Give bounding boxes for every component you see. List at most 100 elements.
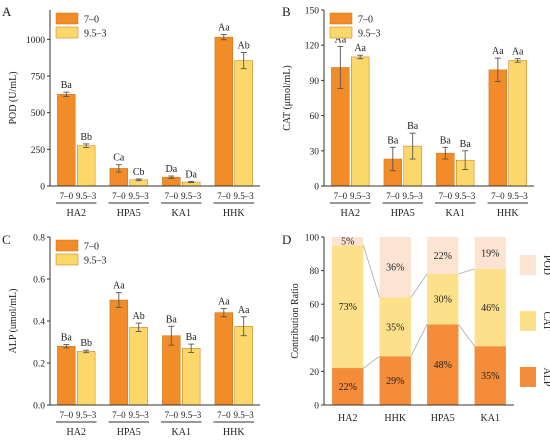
y-tick-label: 0.0 (33, 402, 45, 412)
stack-cat-ha2 (332, 245, 364, 369)
percent-label: 46% (481, 303, 499, 314)
y-tick-label: 0.8 (33, 234, 45, 244)
y-tick-label: 0.4 (33, 318, 45, 328)
significance-label: Bb (80, 338, 92, 349)
bar-hhk-b (234, 60, 253, 187)
y-axis-label: POD (U/mL) (8, 71, 19, 124)
significance-label: Ab (238, 41, 250, 52)
bar-ha2-a (57, 345, 76, 406)
category-label: HA2 (67, 427, 86, 438)
panel-c: C ALP (umol/mL) 0.0 0.2 0.4 0.6 0.8 Ba 7–0 Bb 9.5–… (2, 232, 260, 438)
y-axis-label: ALP (umol/mL) (8, 289, 19, 354)
panel-a: A POD (U/mL) 0 250 500 750 1000 Ba 7–0 Bb 9.5–3 HA2… (2, 4, 260, 219)
stack-cat-ka1 (474, 268, 506, 347)
treatment-label: 9.5–3 (181, 191, 202, 201)
significance-label: Aa (238, 305, 250, 316)
treatment-label: 7–0 (60, 410, 74, 420)
percent-label: 35% (386, 322, 404, 333)
percent-label: 73% (339, 302, 357, 313)
bar-hhk-a (214, 312, 233, 406)
legend-swatch (329, 26, 353, 39)
stack-pod-ha2 (332, 237, 364, 246)
bar-ha2-b (351, 56, 370, 187)
y-tick-label: 40 (310, 334, 320, 344)
y-axis-label: CAT (μmol/mL) (282, 65, 293, 130)
legend-label: 9.5–3 (358, 29, 381, 40)
y-tick-label: 0 (314, 402, 319, 412)
stack-pod-hhk (379, 237, 411, 298)
panel-d: D Contribution Ratio 0 20 40 60 80 100 22% 73% 5% H… (282, 232, 550, 424)
category-label: HA2 (67, 208, 86, 219)
treatment-label: 9.5–3 (76, 410, 97, 420)
y-tick-label: 0 (40, 183, 45, 193)
category-label: HA2 (338, 413, 357, 424)
panel-letter: A (2, 4, 12, 19)
connector-line (458, 268, 475, 275)
legend-swatch (55, 26, 79, 39)
category-label: HPA5 (391, 208, 415, 219)
significance-label: Ba (186, 332, 198, 343)
y-tick-label: 80 (310, 267, 320, 277)
stack-alp-hpa5 (427, 324, 459, 405)
significance-label: Cb (133, 167, 145, 178)
category-label: HPA5 (431, 413, 455, 424)
percent-label: 22% (339, 382, 357, 393)
treatment-label: 9.5–3 (76, 191, 97, 201)
category-label: KA1 (172, 427, 191, 438)
legend-swatch (329, 12, 353, 25)
legend-label: ALP (541, 368, 550, 387)
significance-label: Aa (334, 34, 346, 45)
y-tick-label: 120 (305, 42, 320, 52)
significance-label: Ba (387, 135, 399, 146)
panel-b: B CAT (μmol/mL) 0 30 60 90 120 150 Aa 7–0 Aa 9.5–3 H… (282, 4, 534, 219)
category-label: HHK (223, 427, 245, 438)
connector-line (363, 355, 380, 369)
percent-label: 5% (341, 237, 354, 248)
y-tick-label: 100 (305, 234, 320, 244)
panel-letter: D (282, 232, 291, 247)
y-tick-label: 60 (310, 112, 320, 122)
y-tick-label: 150 (305, 7, 320, 17)
significance-label: Ba (61, 333, 73, 344)
treatment-label: 7–0 (217, 191, 231, 201)
treatment-label: 9.5–3 (234, 191, 255, 201)
y-tick-label: 250 (31, 146, 46, 156)
y-tick-label: 750 (31, 73, 46, 83)
treatment-label: 7–0 (439, 191, 453, 201)
significance-label: Ca (113, 153, 125, 164)
significance-label: Aa (354, 43, 366, 54)
y-tick-label: 20 (310, 368, 320, 378)
connector-line (458, 324, 475, 347)
significance-label: Bb (80, 132, 92, 143)
stack-pod-ka1 (474, 237, 506, 269)
treatment-label: 9.5–3 (234, 410, 255, 420)
treatment-label: 7–0 (112, 410, 126, 420)
category-label: HHK (384, 413, 406, 424)
y-tick-label: 60 (310, 301, 320, 311)
treatment-label: 9.5–3 (181, 410, 202, 420)
significance-label: Aa (492, 46, 504, 57)
bar-hhk-b (508, 60, 527, 187)
treatment-label: 7–0 (491, 191, 505, 201)
category-label: HA2 (341, 208, 360, 219)
legend-label: 7–0 (84, 15, 99, 26)
legend-label: 9.5–3 (84, 256, 107, 267)
treatment-label: 7–0 (112, 191, 126, 201)
treatment-label: 7–0 (165, 410, 179, 420)
stack-cat-hpa5 (427, 273, 459, 325)
bar-hpa5-b (129, 327, 148, 406)
bar-ha2-a (57, 94, 76, 187)
bar-ha2-b (77, 145, 96, 187)
stack-alp-ka1 (474, 346, 506, 405)
category-label: KA1 (446, 208, 465, 219)
y-tick-label: 30 (310, 147, 320, 157)
connector-line (410, 273, 428, 298)
legend-label: CAT (541, 312, 550, 331)
legend-swatch (520, 367, 536, 387)
treatment-label: 7–0 (60, 191, 74, 201)
significance-label: Ba (61, 80, 73, 91)
significance-label: Da (165, 164, 177, 175)
category-label: HHK (497, 208, 519, 219)
treatment-label: 7–0 (386, 191, 400, 201)
